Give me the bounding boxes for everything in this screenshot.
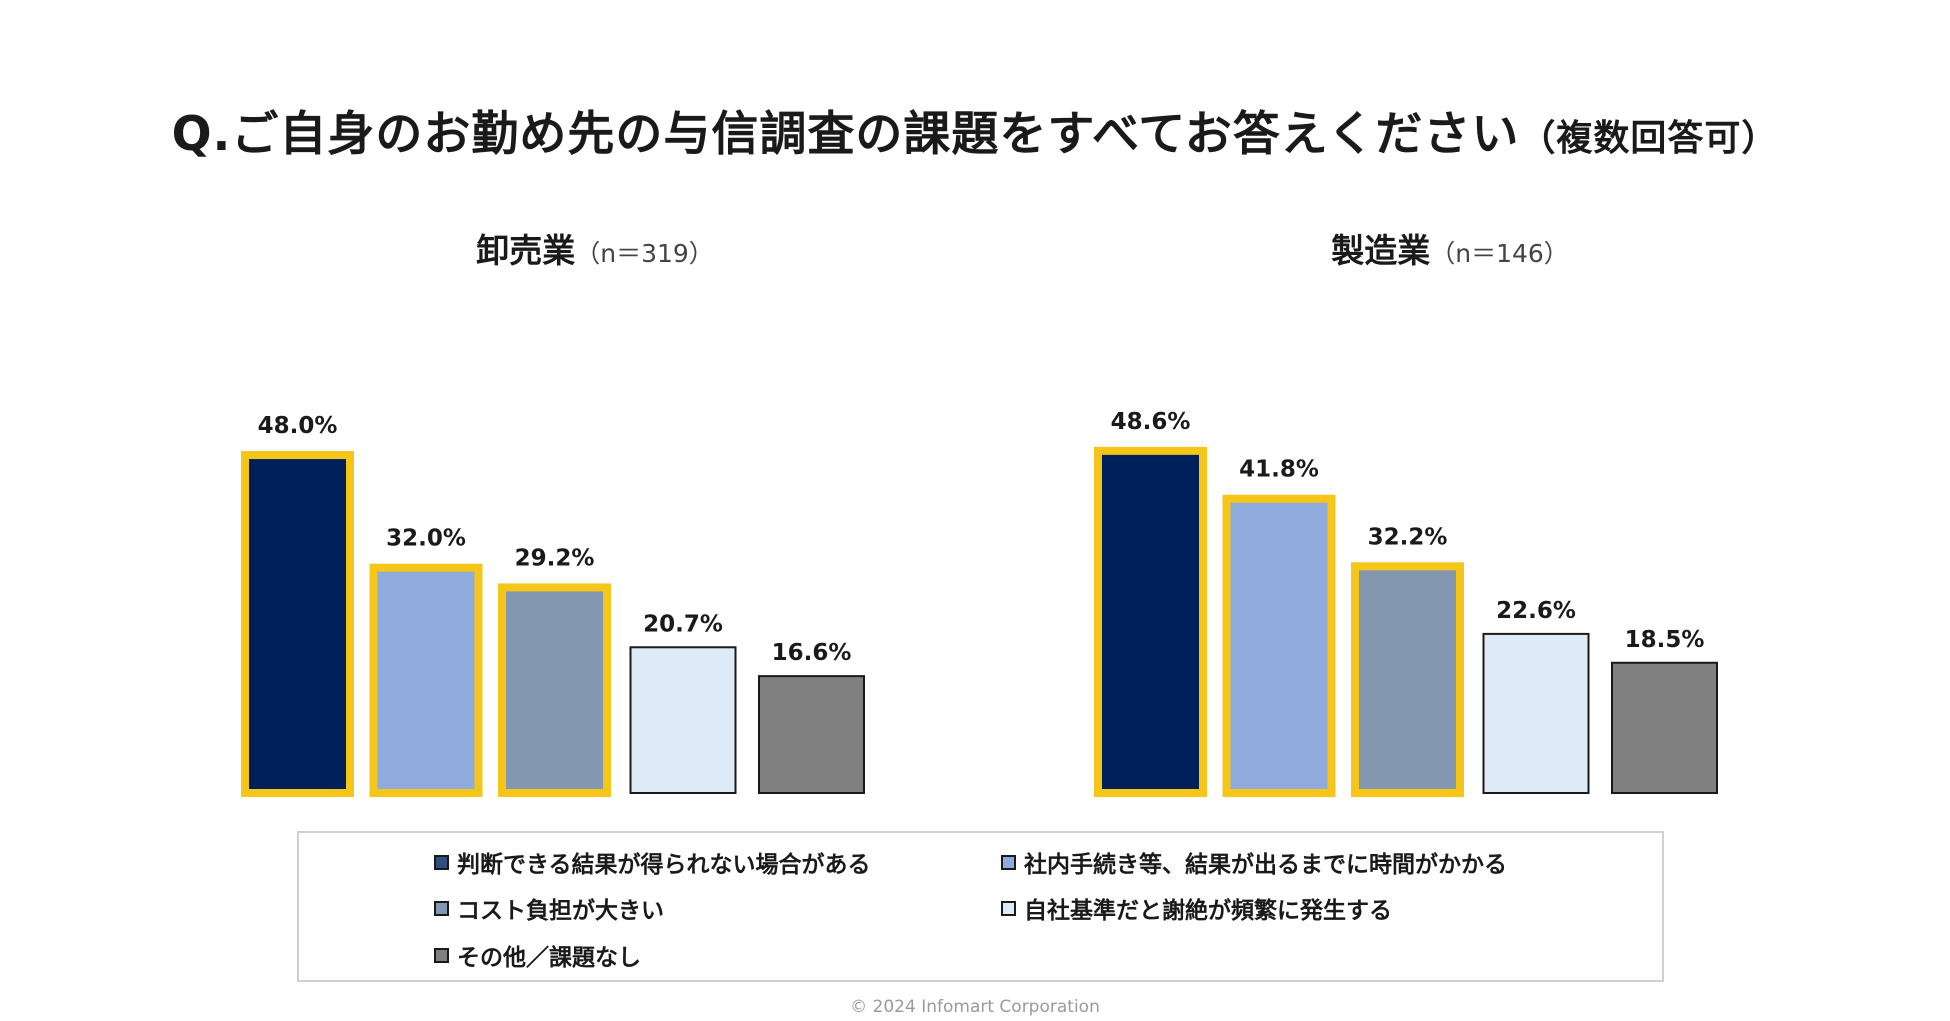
legend-item-3: コスト負担が大きい (434, 891, 664, 925)
legend-swatch-3 (434, 900, 449, 916)
legend-item-2: 社内手続き等、結果が出るまでに時間がかかる (1001, 845, 1507, 879)
chart-2-title: 製造業（n＝146） (1331, 231, 1569, 270)
legend-item-1: 判断できる結果が得られない場合がある (434, 845, 871, 879)
chart-1-title: 卸売業（n＝319） (476, 231, 714, 270)
chart-1-bar-2-label: 32.0% (386, 526, 466, 552)
chart-2-bar-1 (1094, 446, 1207, 797)
chart-2-bar-5-label: 18.5% (1625, 627, 1705, 653)
chart-2-bar-4-label: 22.6% (1496, 598, 1576, 624)
chart-2-bar-3 (1351, 562, 1464, 798)
legend-swatch-2 (1001, 854, 1016, 870)
legend-label-3: コスト負担が大きい (457, 898, 664, 924)
legend-label-4: 自社基準だと謝絶が頻繁に発生する (1024, 898, 1392, 924)
chart-1-bar-3 (498, 583, 611, 797)
legend-item-5: その他／課題なし (434, 938, 641, 972)
legend: 判断できる結果が得られない場合がある 社内手続き等、結果が出るまでに時間がかかる… (297, 831, 1664, 982)
page-title: Q.ご自身のお勤め先の与信調査の課題をすべてお答えください（複数回答可） (0, 95, 1950, 164)
legend-swatch-1 (434, 854, 449, 870)
chart-2-bar-2-label: 41.8% (1239, 457, 1319, 483)
chart-2-bar-3-label: 32.2% (1368, 524, 1448, 550)
chart-1-bar-4 (629, 646, 737, 794)
chart-1-bar-1-label: 48.0% (258, 413, 338, 439)
chart-1-bar-2 (369, 563, 483, 797)
chart-2-bar-5 (1611, 661, 1718, 795)
legend-swatch-5 (434, 947, 449, 963)
copyright-footer: © 2024 Infomart Corporation (850, 997, 1100, 1017)
chart-2-bar-4 (1482, 632, 1590, 794)
chart-2-bar-1-label: 48.6% (1111, 409, 1191, 435)
chart-1-bar-5-label: 16.6% (772, 640, 852, 666)
chart-1-bar-3-label: 29.2% (515, 545, 595, 571)
legend-label-2: 社内手続き等、結果が出るまでに時間がかかる (1024, 852, 1507, 878)
chart-1-bar-1 (241, 451, 354, 797)
question-note: （複数回答可） (1519, 118, 1779, 159)
legend-swatch-4 (1001, 900, 1016, 916)
chart-1-bar-5 (758, 675, 865, 794)
legend-item-4: 自社基準だと謝絶が頻繁に発生する (1001, 891, 1392, 925)
chart-1-bar-4-label: 20.7% (643, 611, 723, 637)
legend-label-5: その他／課題なし (457, 945, 641, 971)
legend-label-1: 判断できる結果が得られない場合がある (457, 852, 871, 878)
chart-2-bar-2 (1222, 494, 1336, 797)
question-text: Q.ご自身のお勤め先の与信調査の課題をすべてお答えください (171, 107, 1520, 162)
